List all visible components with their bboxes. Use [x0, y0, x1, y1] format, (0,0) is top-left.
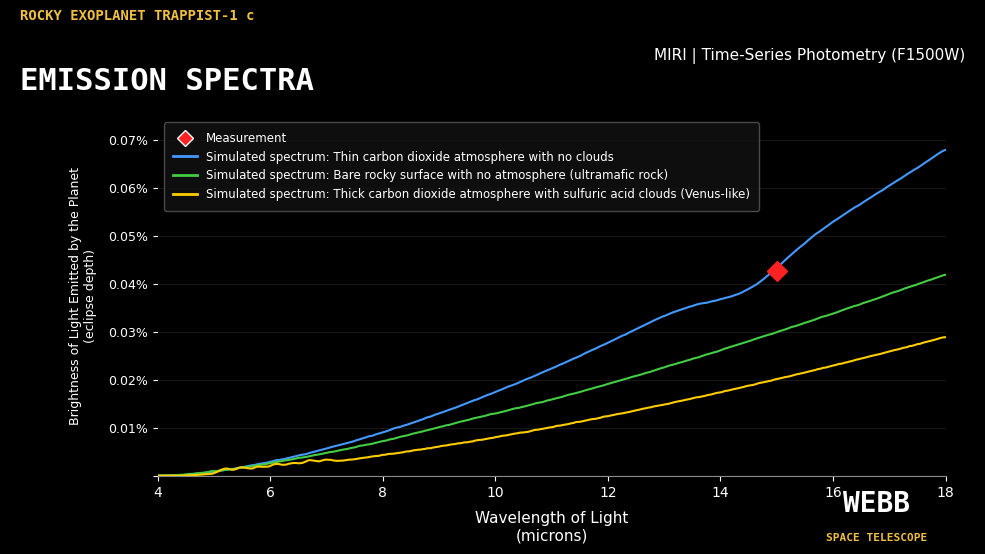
Text: EMISSION SPECTRA: EMISSION SPECTRA — [20, 66, 313, 96]
Text: MIRI | Time-Series Photometry (F1500W): MIRI | Time-Series Photometry (F1500W) — [654, 48, 965, 64]
Text: WEBB: WEBB — [843, 490, 910, 517]
X-axis label: Wavelength of Light
(microns): Wavelength of Light (microns) — [475, 511, 628, 543]
Legend: Measurement, Simulated spectrum: Thin carbon dioxide atmosphere with no clouds, : Measurement, Simulated spectrum: Thin ca… — [164, 122, 759, 211]
Y-axis label: Brightness of Light Emitted by the Planet
(eclipse depth): Brightness of Light Emitted by the Plane… — [69, 167, 97, 425]
Text: ROCKY EXOPLANET TRAPPIST-1 c: ROCKY EXOPLANET TRAPPIST-1 c — [20, 9, 254, 23]
Text: SPACE TELESCOPE: SPACE TELESCOPE — [826, 534, 927, 543]
